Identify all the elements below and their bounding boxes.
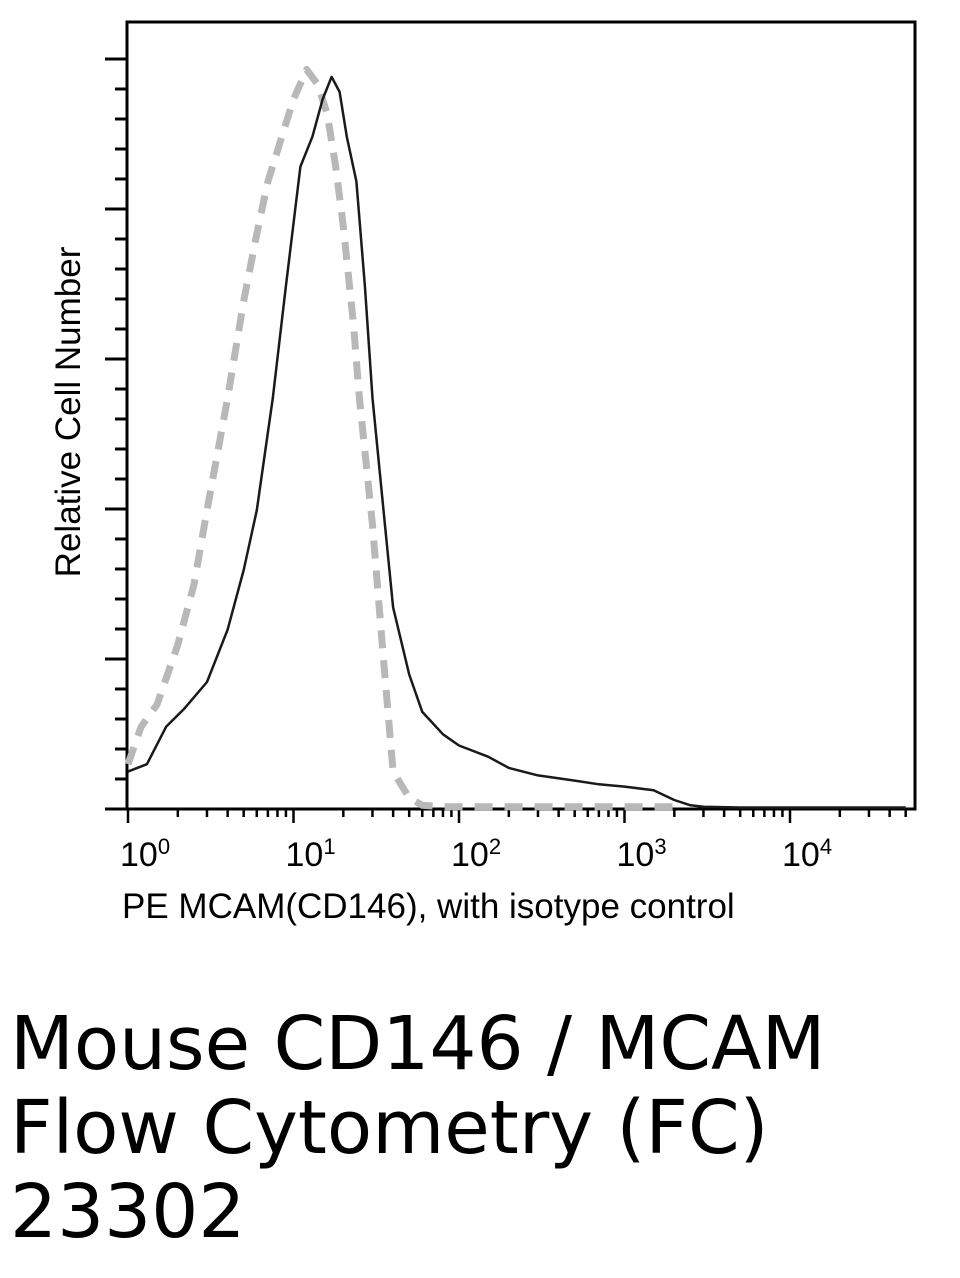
caption-catalog-number: 23302: [10, 1169, 246, 1255]
x-tick-label: 102: [451, 834, 501, 874]
caption-method: Flow Cytometry (FC): [10, 1085, 769, 1171]
x-axis-tick-labels: 100 101 102 103 104: [120, 834, 832, 874]
x-axis-label: PE MCAM(CD146), with isotype control: [122, 887, 735, 926]
x-tick-label: 101: [286, 834, 336, 874]
isotype-control-curve: [124, 66, 675, 811]
y-axis-ticks: [105, 57, 127, 811]
mcam-stained-curve: [127, 75, 906, 809]
figure-caption: Mouse CD146 / MCAM Flow Cytometry (FC) 2…: [10, 1002, 825, 1254]
x-tick-label: 103: [617, 834, 667, 874]
x-tick-label: 100: [120, 834, 170, 874]
x-tick-label: 104: [782, 834, 832, 874]
plot-frame: [125, 20, 917, 811]
y-axis-label: Relative Cell Number: [49, 246, 88, 577]
histogram-curves: [124, 66, 906, 811]
flow-cytometry-histogram: 100 101 102 103 104 PE MCAM(CD146), with iso…: [49, 20, 917, 926]
caption-title: Mouse CD146 / MCAM: [10, 1001, 826, 1087]
x-axis-ticks: [126, 809, 907, 823]
